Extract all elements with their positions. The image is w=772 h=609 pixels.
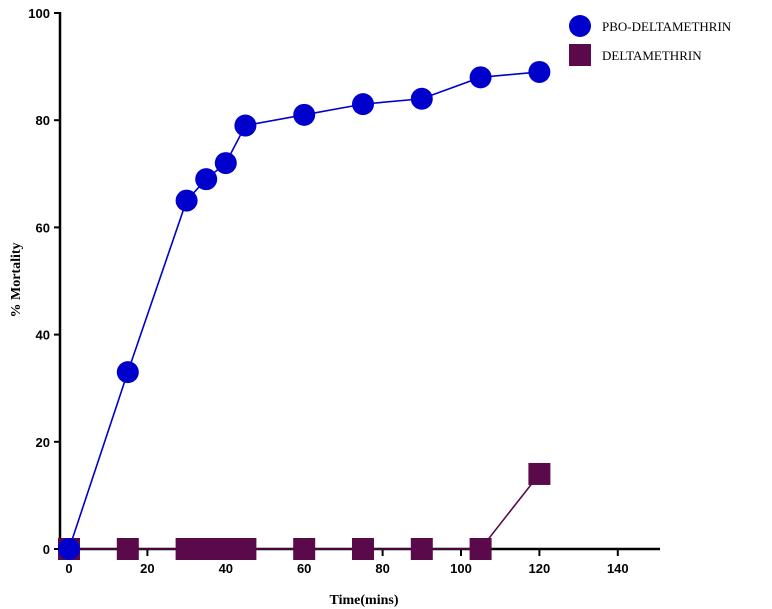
series-line-1 (69, 473, 541, 550)
y-axis-title: % Mortality (9, 242, 24, 317)
data-point (214, 152, 237, 175)
y-tick-label: 20 (36, 435, 50, 450)
data-point (352, 93, 374, 116)
data-point (214, 538, 237, 560)
y-tick-label: 40 (36, 328, 50, 343)
legend-label: DELTAMETHRIN (602, 48, 702, 63)
data-point (234, 538, 257, 560)
x-tick-label: 20 (140, 561, 154, 576)
x-tick-label: 100 (450, 561, 472, 576)
data-point (528, 462, 551, 485)
data-point (195, 168, 218, 191)
y-tick-label: 100 (28, 6, 50, 21)
data-point (410, 538, 433, 560)
data-point (175, 189, 198, 212)
data-point (58, 538, 80, 560)
x-tick-label: 40 (219, 561, 233, 576)
x-tick-label: 0 (65, 561, 72, 576)
y-tick-label: 60 (36, 220, 50, 235)
legend-label: PBO-DELTAMETHRIN (602, 19, 732, 34)
data-point (410, 87, 433, 110)
x-tick-label: 140 (607, 561, 629, 576)
legend: PBO-DELTAMETHRIN DELTAMETHRIN (569, 15, 732, 66)
data-point (195, 538, 218, 560)
y-tick-label: 0 (43, 542, 50, 557)
legend-symbol (569, 15, 591, 37)
data-point (352, 538, 374, 560)
x-tick-label: 80 (375, 561, 389, 576)
series-line-0 (68, 71, 540, 550)
legend-symbol (569, 44, 591, 66)
data-point (469, 66, 492, 89)
data-point (528, 60, 551, 83)
data-point (116, 538, 139, 560)
x-tick-label: 120 (529, 561, 551, 576)
x-axis-title: Time(mins) (330, 593, 399, 608)
data-point (293, 538, 316, 560)
axes: 0 20 40 60 80 100 0 20 40 60 80 100 120 140 (28, 6, 660, 576)
data-point (469, 538, 492, 560)
x-tick-label: 60 (297, 561, 311, 576)
series-layer (58, 60, 551, 560)
data-point (293, 103, 316, 126)
data-point (116, 361, 139, 384)
y-tick-label: 80 (36, 113, 50, 128)
data-point (234, 114, 257, 137)
data-point (175, 538, 198, 560)
